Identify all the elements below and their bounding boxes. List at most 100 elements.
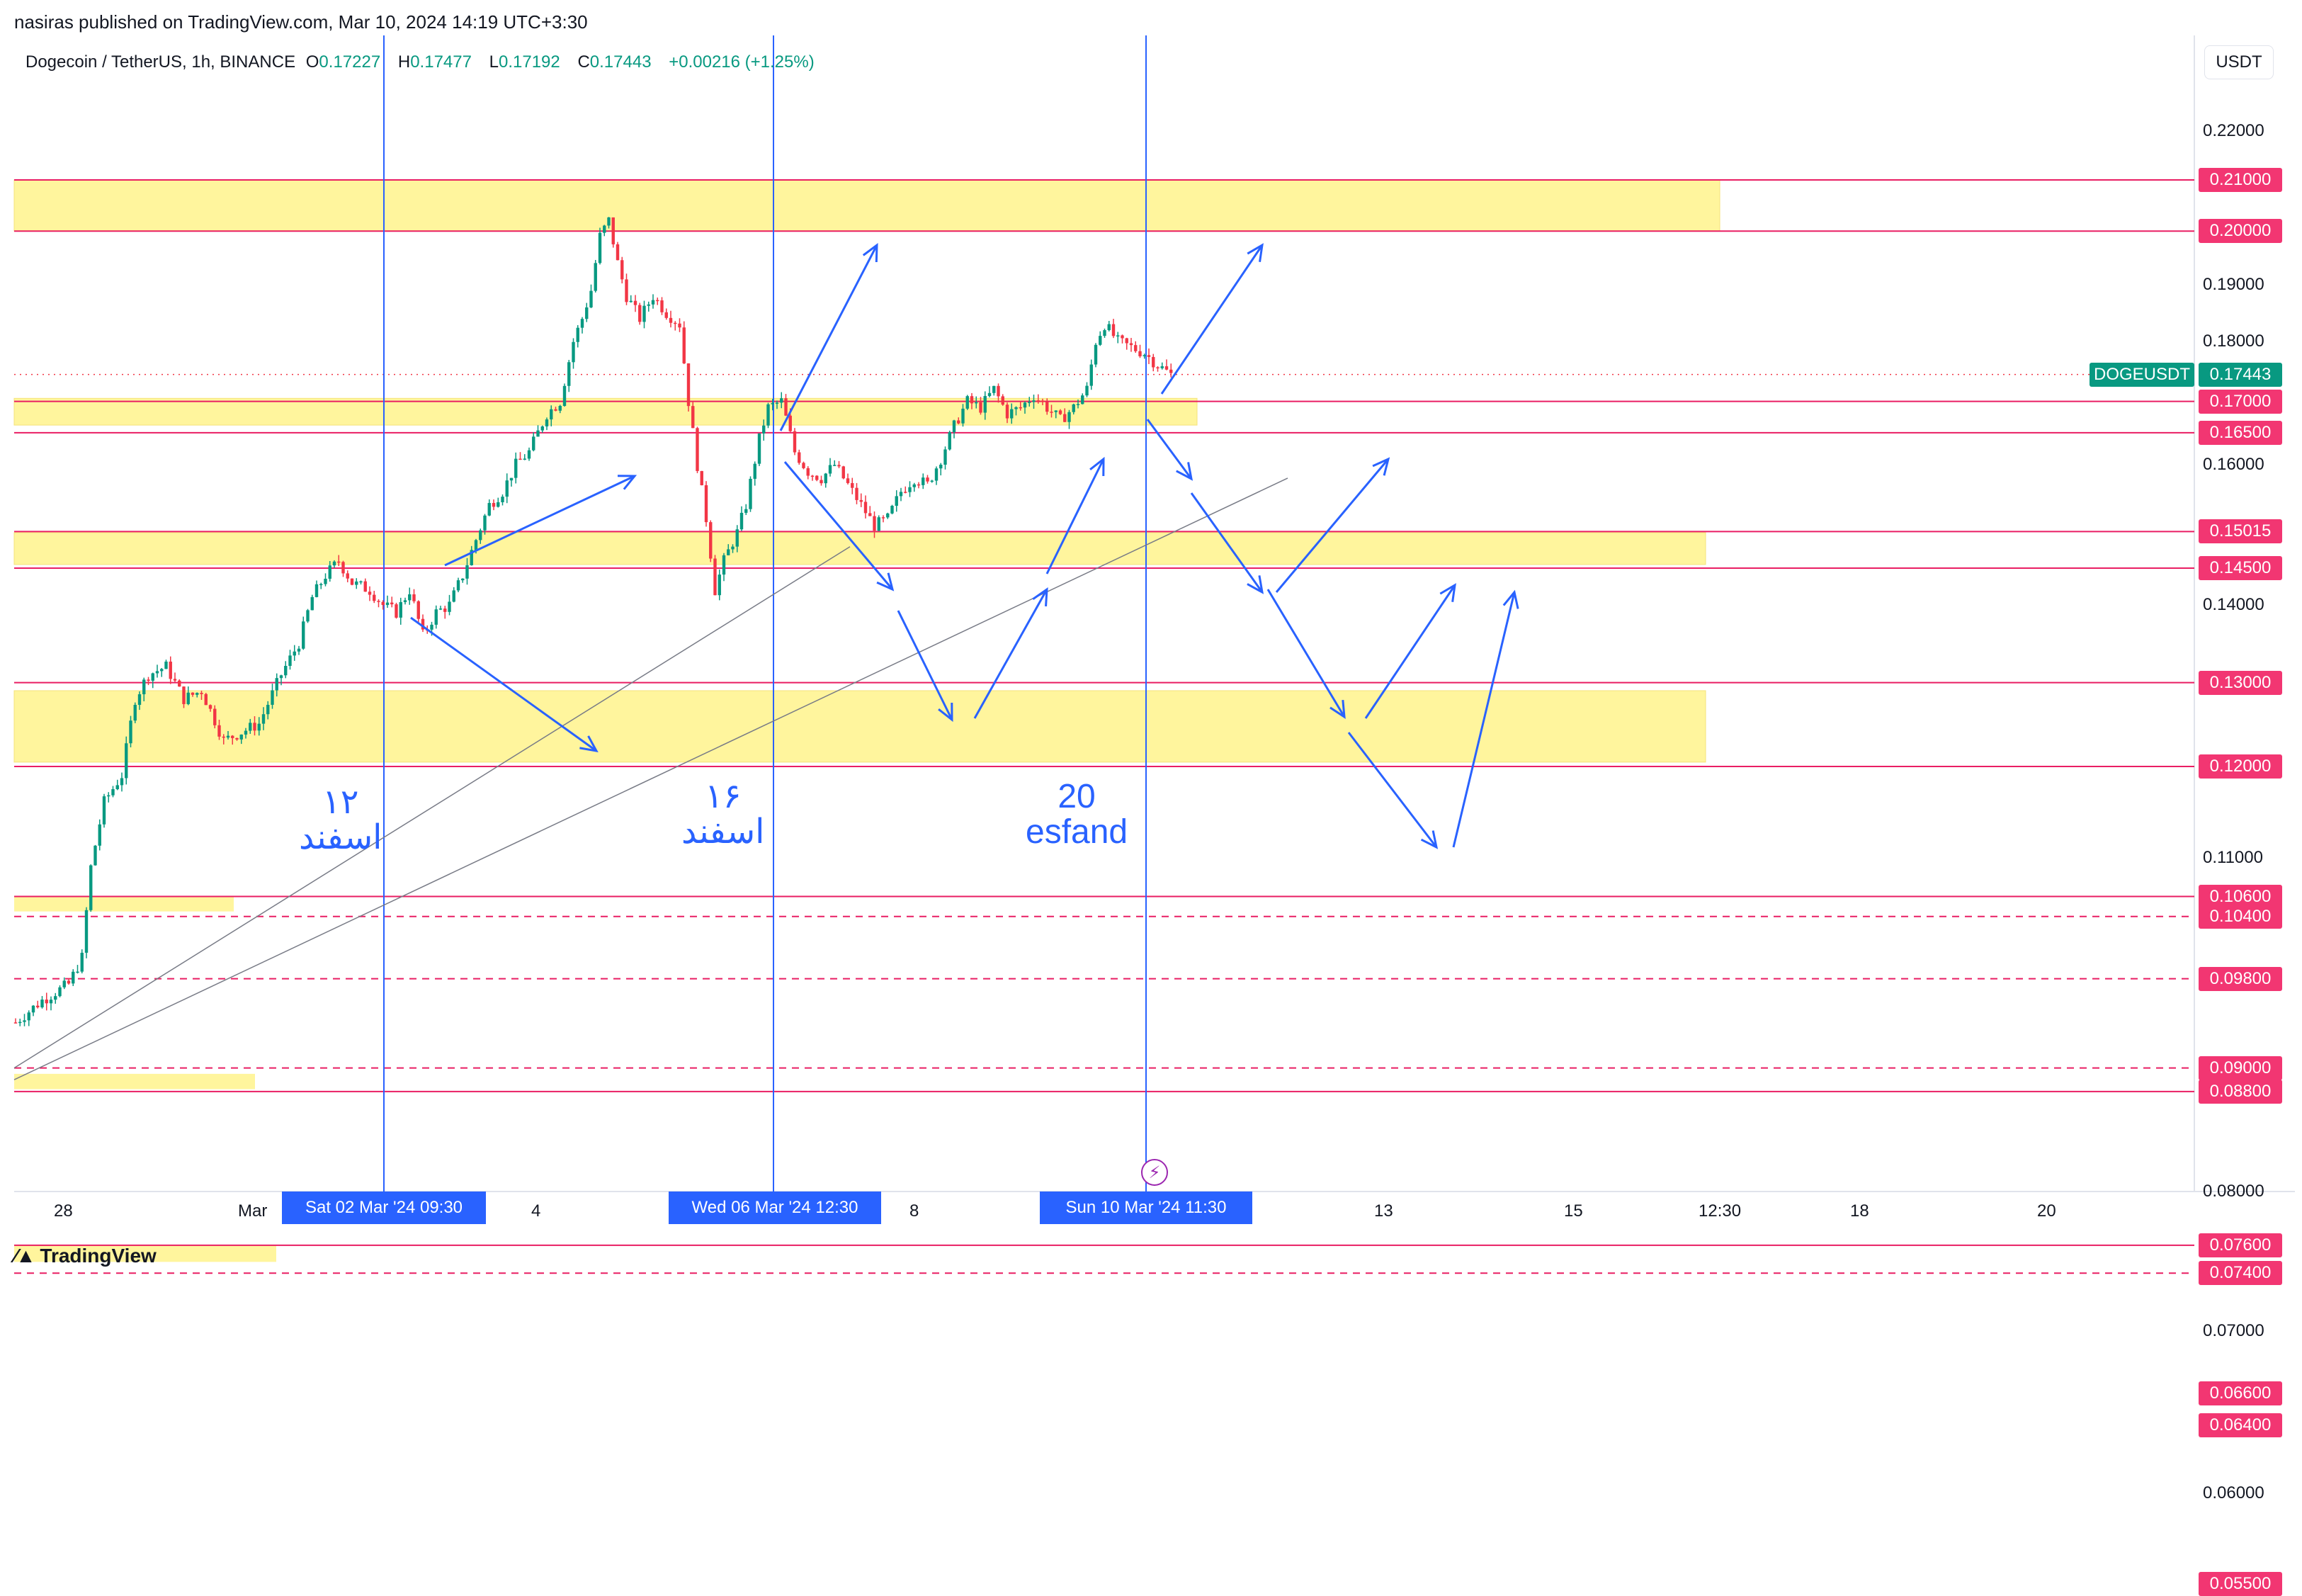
candle: [1121, 334, 1124, 344]
candle-body: [186, 692, 190, 704]
candle: [718, 569, 721, 601]
candle: [284, 661, 288, 679]
candle: [572, 338, 575, 369]
candle: [505, 473, 509, 504]
candle: [231, 735, 234, 745]
candle: [235, 737, 239, 741]
candle: [846, 473, 850, 485]
candle-body: [1147, 355, 1151, 357]
candle-body: [173, 679, 177, 681]
candle: [377, 599, 380, 608]
arrow-head: [938, 702, 953, 723]
candle: [164, 660, 168, 669]
candle: [824, 472, 827, 488]
candle-body: [660, 300, 664, 312]
candle-body: [926, 477, 929, 482]
candle: [355, 578, 358, 589]
candle: [27, 1010, 30, 1026]
symbol-price-badge: DOGEUSDT: [2090, 362, 2194, 387]
candle-body: [554, 409, 557, 411]
candle: [833, 460, 837, 467]
projection-arrow: [1452, 589, 1519, 848]
candle-body: [1005, 404, 1009, 419]
candle-body: [638, 305, 642, 322]
candle-body: [155, 671, 159, 674]
candle: [49, 996, 53, 1011]
candle: [125, 736, 128, 785]
candle: [686, 363, 691, 412]
candle-body: [895, 496, 898, 506]
candle-body: [302, 621, 305, 649]
candle-body: [633, 300, 637, 305]
candle-body: [1045, 402, 1049, 412]
candle: [1107, 321, 1111, 332]
candle: [1160, 362, 1164, 370]
candle-body: [1134, 345, 1138, 351]
candle-body: [31, 1005, 35, 1013]
last-price-badge: 0.17443: [2199, 362, 2282, 387]
candle-body: [899, 492, 903, 497]
candle-body: [111, 789, 115, 796]
candle-body: [84, 910, 89, 953]
level-price-badge: 0.05500: [2199, 1572, 2282, 1596]
candle: [979, 397, 982, 415]
candle-body: [983, 396, 987, 413]
candle: [76, 965, 79, 974]
candle-body: [651, 300, 655, 305]
candle-body: [279, 675, 283, 679]
candle-body: [1041, 400, 1045, 402]
tradingview-logo-icon: ⁄▲: [14, 1245, 35, 1267]
time-tick-label: 12:30: [1699, 1201, 1742, 1221]
candle: [1028, 397, 1031, 407]
candles: [13, 217, 1173, 1026]
candle: [200, 691, 203, 701]
candle-body: [448, 601, 451, 612]
candle-body: [368, 592, 372, 595]
candle-body: [288, 655, 292, 667]
date-annotation: 20 esfand: [1026, 779, 1128, 850]
chart-canvas[interactable]: ⚡: [0, 0, 2302, 1281]
date-annotation: ۱۶ اسفند: [681, 779, 765, 850]
arrow-head: [1176, 462, 1193, 481]
candle: [368, 586, 372, 601]
candle: [753, 461, 756, 486]
candle-body: [266, 704, 270, 715]
candle-body: [934, 468, 939, 481]
candle-body: [416, 601, 420, 619]
candle-body: [355, 581, 358, 585]
candle-body: [195, 693, 199, 695]
level-price-badge: 0.10400: [2199, 904, 2282, 929]
candle: [620, 256, 624, 284]
candle-body: [1067, 412, 1071, 422]
candle: [261, 707, 266, 730]
candle: [912, 482, 916, 492]
candle: [957, 417, 960, 424]
price-tick-label: 0.16000: [2203, 455, 2264, 475]
annotation-month: اسفند: [681, 813, 765, 851]
time-tick-label: 18: [1850, 1201, 1869, 1221]
candle-body: [54, 996, 57, 1000]
currency-button[interactable]: USDT: [2204, 45, 2274, 79]
candle: [1072, 403, 1075, 415]
level-price-badge: 0.17000: [2199, 389, 2282, 414]
candle: [151, 672, 154, 689]
candle: [757, 433, 761, 466]
candle: [917, 482, 921, 489]
candle-body: [1129, 343, 1133, 346]
close-value: 0.17443: [589, 52, 652, 72]
candle: [554, 407, 557, 412]
candle-body: [231, 735, 234, 738]
candle-body: [886, 513, 890, 518]
candle: [1005, 402, 1009, 424]
candle: [656, 298, 659, 305]
candle-body: [851, 482, 854, 488]
candle: [385, 595, 390, 609]
symbol-name[interactable]: Dogecoin / TetherUS, 1h, BINANCE: [25, 52, 296, 72]
candle-body: [1032, 400, 1036, 402]
candle: [895, 490, 898, 512]
annotation-month: اسفند: [299, 819, 382, 856]
candle-body: [271, 690, 274, 705]
candle-body: [793, 431, 797, 453]
arrow-shaft: [1045, 458, 1105, 575]
candle: [722, 553, 726, 582]
